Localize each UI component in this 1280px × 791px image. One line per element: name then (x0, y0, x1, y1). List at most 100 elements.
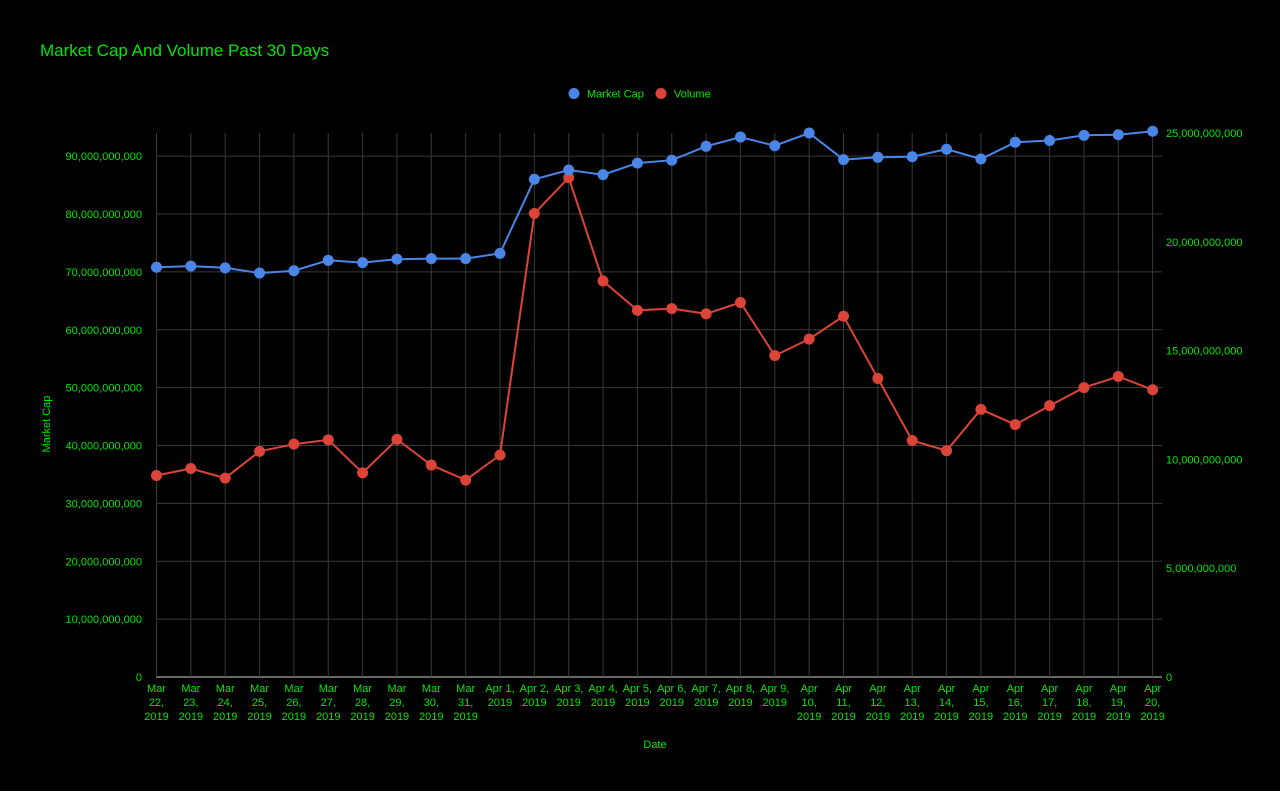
market-cap-point (391, 253, 403, 265)
market-cap-point (1112, 129, 1124, 141)
market-cap-point (460, 253, 472, 265)
volume-point (460, 474, 472, 486)
market-cap-line (156, 130, 1153, 275)
market-cap-point (734, 131, 746, 143)
x-tick-label: Apr 13, 2019 (900, 683, 924, 723)
x-tick-label-line: 2019 (1037, 711, 1061, 723)
x-tick-label-line: Mar (422, 683, 441, 695)
volume-point (1044, 400, 1056, 412)
x-tick-label-line: 30, (424, 697, 439, 709)
x-tick-label-line: 2019 (522, 697, 546, 709)
volume-point (357, 467, 369, 479)
x-tick-label: Apr 16, 2019 (1003, 683, 1027, 723)
x-tick-label-line: Apr (1110, 683, 1127, 695)
x-tick-label: Apr 11, 2019 (831, 683, 855, 723)
x-tick-label-line: 2019 (625, 697, 649, 709)
x-tick-label-line: 31, (458, 697, 473, 709)
series-lines (156, 130, 1154, 482)
left-tick-label: 40,000,000,000 (66, 441, 142, 453)
market-cap-point (357, 257, 369, 269)
x-tick-label: Mar 27, 2019 (316, 683, 340, 723)
x-tick-label: Apr 20, 2019 (1140, 683, 1164, 723)
x-tick-label: Apr 3, 2019 (554, 683, 583, 709)
x-tick-label-line: 2019 (350, 711, 374, 723)
x-tick-label-line: Mar (284, 683, 303, 695)
left-tick-label: 90,000,000,000 (66, 151, 142, 163)
x-tick-label-line: Apr (938, 683, 955, 695)
right-axis-ticks: 0 5,000,000,000 10,000,000,000 15,000,000,0… (1166, 128, 1242, 684)
x-tick-label: Mar 22, 2019 (144, 683, 168, 723)
x-tick-label-line: Apr 3, (554, 683, 583, 695)
market-cap-point (563, 164, 575, 176)
volume-point (563, 172, 575, 184)
x-tick-label-line: Mar (216, 683, 235, 695)
x-tick-label-line: 15, (973, 697, 988, 709)
volume-point (151, 470, 162, 482)
legend[interactable]: Market Cap Volume (568, 88, 711, 101)
x-tick-label-line: 2019 (179, 711, 203, 723)
market-cap-point (185, 260, 197, 272)
x-tick-label-line: 2019 (213, 711, 237, 723)
x-tick-label-line: Mar (456, 683, 475, 695)
x-tick-label-line: 2019 (591, 697, 615, 709)
x-tick-label-line: 2019 (1140, 711, 1164, 723)
x-tick-label-line: 2019 (488, 697, 512, 709)
x-tick-label: Apr 18, 2019 (1072, 683, 1096, 723)
x-tick-label-line: 2019 (1106, 711, 1130, 723)
x-tick-label: Mar 25, 2019 (247, 683, 271, 723)
x-tick-label-line: 2019 (385, 711, 409, 723)
x-tick-label: Apr 2, 2019 (520, 683, 549, 709)
x-tick-label-line: Mar (353, 683, 372, 695)
volume-point (494, 449, 506, 461)
x-tick-label-line: 18, (1076, 697, 1091, 709)
x-tick-label: Apr 6, 2019 (657, 683, 686, 709)
volume-point (1009, 419, 1021, 431)
market-cap-point (597, 169, 609, 181)
market-cap-point (1009, 136, 1021, 148)
x-tick-label: Apr 14, 2019 (934, 683, 958, 723)
x-tick-label-line: 2019 (763, 697, 787, 709)
volume-point (872, 372, 884, 384)
x-tick-label-line: 20, (1145, 697, 1160, 709)
volume-point (838, 310, 849, 322)
left-tick-label: 30,000,000,000 (66, 498, 142, 510)
legend-volume-marker (655, 88, 667, 99)
market-cap-point (700, 140, 712, 152)
market-cap-point (528, 173, 540, 185)
x-tick-label-line: 2019 (1072, 711, 1096, 723)
right-tick-label: 25,000,000,000 (1166, 128, 1242, 140)
x-tick-label: Mar 28, 2019 (350, 683, 374, 723)
x-tick-label-line: 19, (1111, 697, 1126, 709)
x-tick-label: Apr 12, 2019 (866, 683, 890, 723)
x-tick-label-line: Mar (147, 683, 166, 695)
volume-point (528, 208, 540, 220)
x-tick-label-line: 2019 (728, 697, 752, 709)
x-tick-label-line: 2019 (316, 711, 340, 723)
x-tick-label: Apr 15, 2019 (969, 683, 993, 723)
x-tick-label: Mar 24, 2019 (213, 683, 237, 723)
volume-point (425, 459, 437, 471)
legend-market-cap-label: Market Cap (587, 89, 644, 101)
x-tick-label: Apr 5, 2019 (623, 683, 652, 709)
x-tick-label-line: Apr 6, (657, 683, 686, 695)
x-tick-label-line: Apr 7, (691, 683, 720, 695)
market-cap-point (941, 143, 953, 155)
x-tick-label-line: 29, (389, 697, 404, 709)
x-tick-label-line: 2019 (694, 697, 718, 709)
x-tick-label: Mar 30, 2019 (419, 683, 443, 723)
market-cap-point (322, 254, 334, 266)
market-cap-point (906, 151, 918, 163)
x-tick-label-line: Apr 5, (623, 683, 652, 695)
x-tick-label-line: Mar (181, 683, 200, 695)
market-cap-point (872, 151, 884, 163)
market-cap-point (803, 127, 815, 139)
x-tick-label-line: 2019 (934, 711, 958, 723)
x-tick-label-line: 11, (836, 697, 850, 709)
market-cap-point (975, 153, 987, 165)
x-tick-label-line: Apr (1075, 683, 1092, 695)
x-tick-label-line: 17, (1042, 697, 1057, 709)
market-cap-point (219, 262, 231, 274)
x-tick-label-line: 14, (939, 697, 954, 709)
